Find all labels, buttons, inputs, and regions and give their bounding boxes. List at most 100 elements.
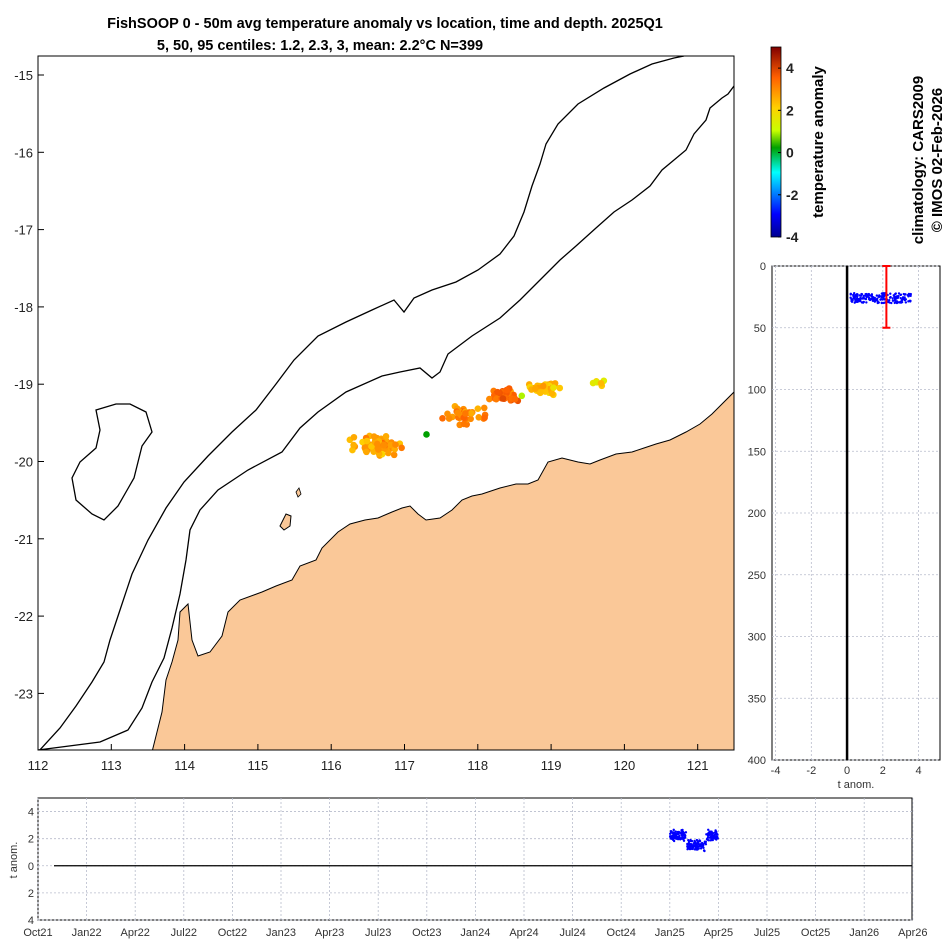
depth-data-point <box>887 300 890 304</box>
time-data-point <box>696 840 700 844</box>
time-data-point <box>695 848 698 851</box>
time-data-point <box>706 837 709 840</box>
time-data-point <box>700 845 703 848</box>
title-line1: FishSOOP 0 - 50m avg temperature anomaly… <box>107 16 663 32</box>
map-data-point <box>363 448 370 456</box>
time-data-point <box>684 831 688 834</box>
colorbar-tick-label: -2 <box>786 187 799 203</box>
depth-y-tick-label: 400 <box>748 755 766 767</box>
depth-data-point <box>904 301 908 304</box>
map-y-tick-label: -15 <box>14 68 33 83</box>
time-data-point <box>714 829 717 832</box>
depth-data-point <box>862 297 866 300</box>
depth-data-point <box>899 293 903 296</box>
depth-data-point <box>862 294 865 298</box>
time-x-tick-label: Apr24 <box>509 927 538 939</box>
map-data-point <box>539 382 547 390</box>
time-x-tick-label: Oct21 <box>23 927 52 939</box>
time-data-point <box>691 845 694 849</box>
time-data-point <box>714 833 717 836</box>
time-x-tick-label: Apr23 <box>315 927 344 939</box>
map-data-point <box>492 395 500 403</box>
time-data-point <box>690 843 693 847</box>
map-data-point <box>363 437 371 445</box>
time-x-tick-label: Apr22 <box>121 927 150 939</box>
time-data-point <box>681 833 685 836</box>
map-data-point <box>392 441 399 448</box>
map-y-tick-label: -16 <box>14 145 33 160</box>
depth-data-point <box>874 298 877 301</box>
map-data-point <box>468 409 475 417</box>
depth-data-point <box>860 297 864 300</box>
map-data-point <box>518 392 526 400</box>
time-x-tick-label: Jan23 <box>266 927 296 939</box>
depth-data-point <box>889 295 892 299</box>
depth-data-point <box>858 294 861 297</box>
map-data-point <box>382 433 390 440</box>
time-data-point <box>680 828 683 832</box>
depth-data-point <box>853 293 857 297</box>
map-data-point <box>387 441 394 449</box>
map-x-tick-label: 112 <box>28 758 49 773</box>
island <box>295 487 302 498</box>
time-data-point <box>672 828 675 832</box>
depth-panel: -4 -2 0 2 4 0 50 100 150 200 250 300 350 400 t anom. <box>748 261 941 791</box>
time-data-point <box>707 833 710 836</box>
depth-data-point <box>860 301 864 304</box>
time-data-point <box>676 830 679 834</box>
depth-data-point <box>891 297 894 300</box>
map-y-tick-label: -17 <box>14 223 33 238</box>
map-data-point <box>550 384 557 392</box>
time-data-point <box>704 840 708 844</box>
depth-data-point <box>881 292 885 295</box>
depth-points <box>849 292 912 305</box>
map-data-point <box>445 415 453 422</box>
depth-x-tick-label: -4 <box>771 765 781 777</box>
time-data-point <box>694 842 697 845</box>
time-data-point <box>675 836 679 840</box>
depth-y-tick-label: 0 <box>760 261 766 273</box>
depth-data-point <box>850 299 853 303</box>
map-data-point <box>556 384 564 392</box>
depth-data-point <box>867 298 871 301</box>
depth-data-point <box>879 298 883 301</box>
time-data-point <box>709 835 713 838</box>
time-panel: Oct21 Jan22 Apr22 Jul22 Oct22 Jan23 Apr23 Jul23… <box>8 797 927 939</box>
map-panel: 112 113 114 115 116 117 118 119 120 121 -15 -16 -17… <box>14 55 735 773</box>
map-points <box>346 377 608 459</box>
depth-data-point <box>871 296 875 299</box>
depth-x-tick-label: 4 <box>915 765 921 777</box>
depth-data-point <box>893 301 896 305</box>
time-data-point <box>683 836 687 839</box>
time-x-tick-label: Jul23 <box>365 927 391 939</box>
map-data-point <box>423 431 430 438</box>
map-data-point <box>439 414 446 422</box>
time-data-point <box>707 828 710 831</box>
depth-data-point <box>891 299 895 302</box>
map-data-point <box>531 385 539 393</box>
time-data-point <box>704 843 708 846</box>
map-data-point <box>503 386 510 394</box>
map-y-tick-label: -18 <box>14 300 33 315</box>
time-data-point <box>700 842 704 846</box>
map-frame <box>37 55 735 751</box>
depth-y-tick-label: 200 <box>748 508 766 520</box>
colorbar: -4 -2 0 2 4 temperature anomaly <box>770 46 827 245</box>
depth-data-point <box>894 292 897 296</box>
colorbar-tick-label: -4 <box>786 229 799 245</box>
time-x-tick-label: Jan22 <box>72 927 102 939</box>
time-x-tick-label: Jul25 <box>754 927 780 939</box>
time-x-tick-label: Oct24 <box>607 927 636 939</box>
time-data-point <box>672 831 675 835</box>
time-y-tick-label: 4 <box>28 807 34 819</box>
map-x-tick-label: 114 <box>174 758 195 773</box>
depth-data-point <box>907 295 910 298</box>
depth-data-point <box>895 297 898 300</box>
map-data-point <box>548 390 556 397</box>
colorbar-tick-label: 4 <box>786 60 794 76</box>
time-data-point <box>682 839 686 843</box>
map-x-tick-label: 119 <box>541 758 562 773</box>
depth-y-tick-label: 50 <box>754 323 766 335</box>
depth-data-point <box>864 293 867 296</box>
depth-data-point <box>877 295 880 299</box>
